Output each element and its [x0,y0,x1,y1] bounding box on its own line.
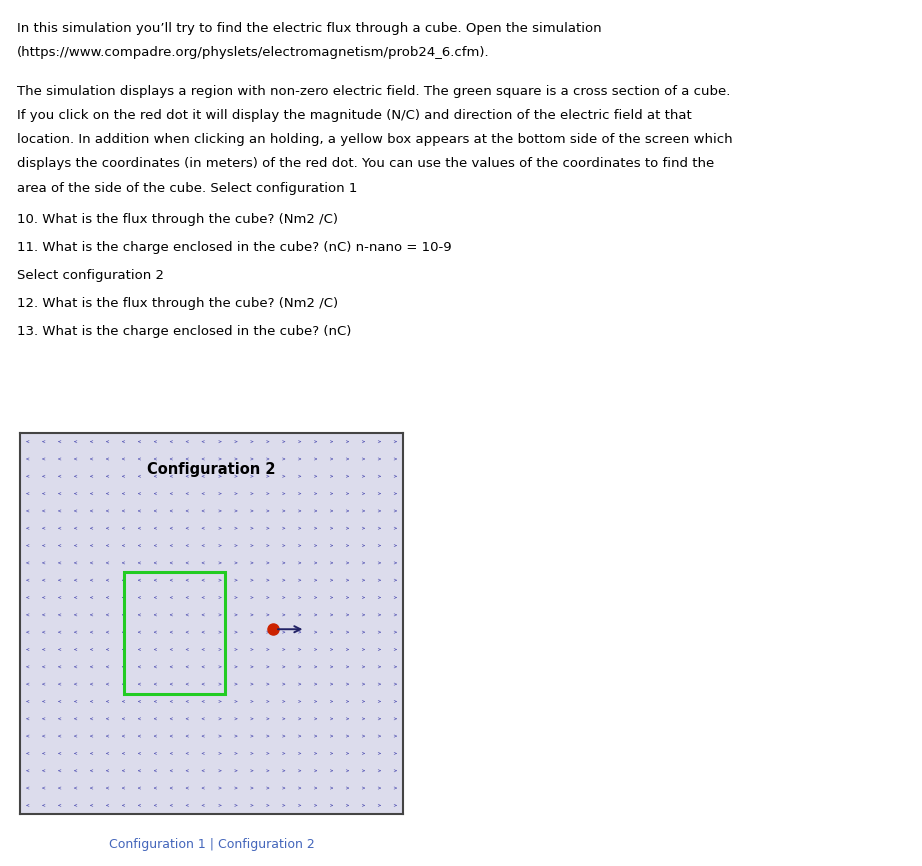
Text: location. In addition when clicking an holding, a yellow box appears at the bott: location. In addition when clicking an h… [17,133,732,146]
Text: If you click on the red dot it will display the magnitude (N/C) and direction of: If you click on the red dot it will disp… [17,109,692,122]
Text: 13. What is the charge enclosed in the cube? (nC): 13. What is the charge enclosed in the c… [17,325,351,338]
Text: (https://www.compadre.org/physlets/electromagnetism/prob24_6.cfm).: (https://www.compadre.org/physlets/elect… [17,46,490,59]
Text: 10. What is the flux through the cube? (Nm2 /C): 10. What is the flux through the cube? (… [17,213,337,226]
Text: Configuration 1 | Configuration 2: Configuration 1 | Configuration 2 [109,838,314,851]
Text: area of the side of the cube. Select configuration 1: area of the side of the cube. Select con… [17,182,357,195]
Bar [124,572,225,694]
Text: The simulation displays a region with non-zero electric field. The green square : The simulation displays a region with no… [17,85,730,98]
Text: Configuration 2: Configuration 2 [148,462,276,476]
Text: 12. What is the flux through the cube? (Nm2 /C): 12. What is the flux through the cube? (… [17,297,337,310]
Text: Select configuration 2: Select configuration 2 [17,269,163,282]
Text: In this simulation you’ll try to find the electric flux through a cube. Open the: In this simulation you’ll try to find th… [17,22,601,35]
Text: 11. What is the charge enclosed in the cube? (nC) n-nano = 10-9: 11. What is the charge enclosed in the c… [17,241,451,254]
Text: displays the coordinates (in meters) of the red dot. You can use the values of t: displays the coordinates (in meters) of … [17,158,714,171]
